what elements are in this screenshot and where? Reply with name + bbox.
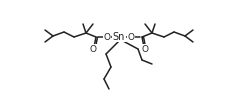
Text: O: O (141, 44, 148, 54)
Text: Sn: Sn (113, 32, 125, 42)
Text: O: O (127, 32, 135, 42)
Text: O: O (103, 32, 110, 42)
Text: O: O (89, 44, 97, 54)
